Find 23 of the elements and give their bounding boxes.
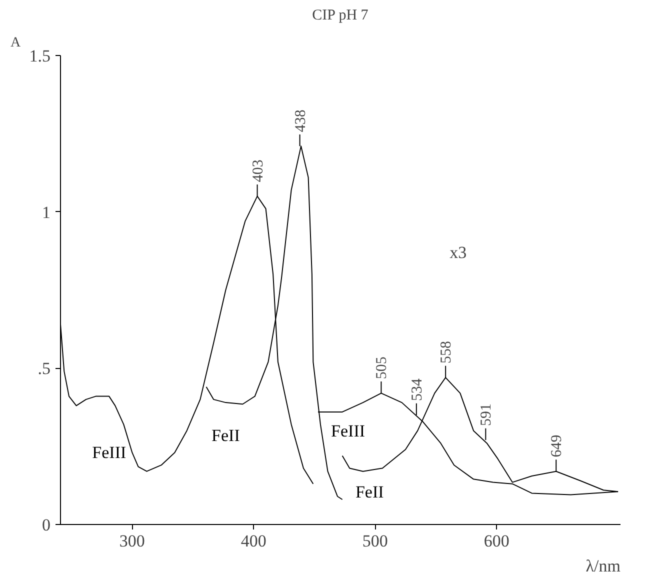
x-tick-label: 400 [240,532,266,550]
x-axis-title: λ/nm [586,556,621,576]
annotation: 438 [292,110,309,132]
x-tick-label: 600 [484,532,510,550]
annotation: 534 [409,378,426,401]
x-tick-label: 300 [119,532,145,550]
annotation: 591 [478,404,495,426]
annotation: 649 [549,434,566,458]
y-tick-label: 1.5 [29,46,50,66]
annotation: 403 [250,160,266,182]
y-tick-label: 0 [42,516,50,534]
series-label: FeII [355,482,384,502]
annotation: 505 [374,356,390,380]
annotation: x3 [450,242,467,262]
y-tick-label: 1 [42,202,50,222]
series-label: FeII [212,426,240,446]
series-label: FeIII [331,421,366,440]
x-tick-label: 500 [362,532,388,550]
series-label: FeIII [92,443,127,462]
y-axis-title: A [10,36,22,50]
y-tick-label: .5 [38,359,50,378]
chart-title: CIP pH 7 [312,8,369,24]
annotation: 558 [438,340,455,364]
